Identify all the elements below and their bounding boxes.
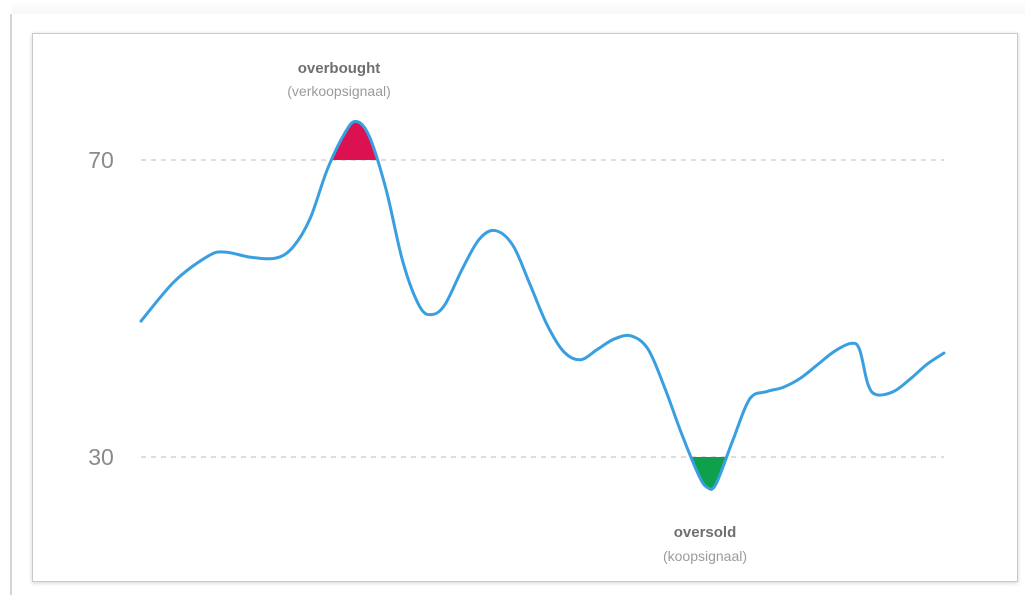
reference-label-30: 30	[88, 444, 114, 470]
overbought-subtitle: (verkoopsignaal)	[287, 83, 391, 99]
top-shade	[12, 0, 1025, 14]
reference-labels: 70 30	[88, 147, 114, 470]
left-divider	[10, 14, 12, 595]
series-line	[139, 119, 946, 491]
oversold-title: oversold	[674, 524, 737, 541]
overbought-title: overbought	[298, 60, 381, 77]
reference-label-70: 70	[88, 147, 114, 173]
oversold-subtitle: (koopsignaal)	[663, 548, 747, 564]
fills	[141, 121, 944, 490]
oversold-area	[141, 457, 944, 490]
chart-frame	[32, 33, 1018, 582]
overbought-area	[141, 121, 944, 160]
reference-lines	[141, 159, 944, 458]
